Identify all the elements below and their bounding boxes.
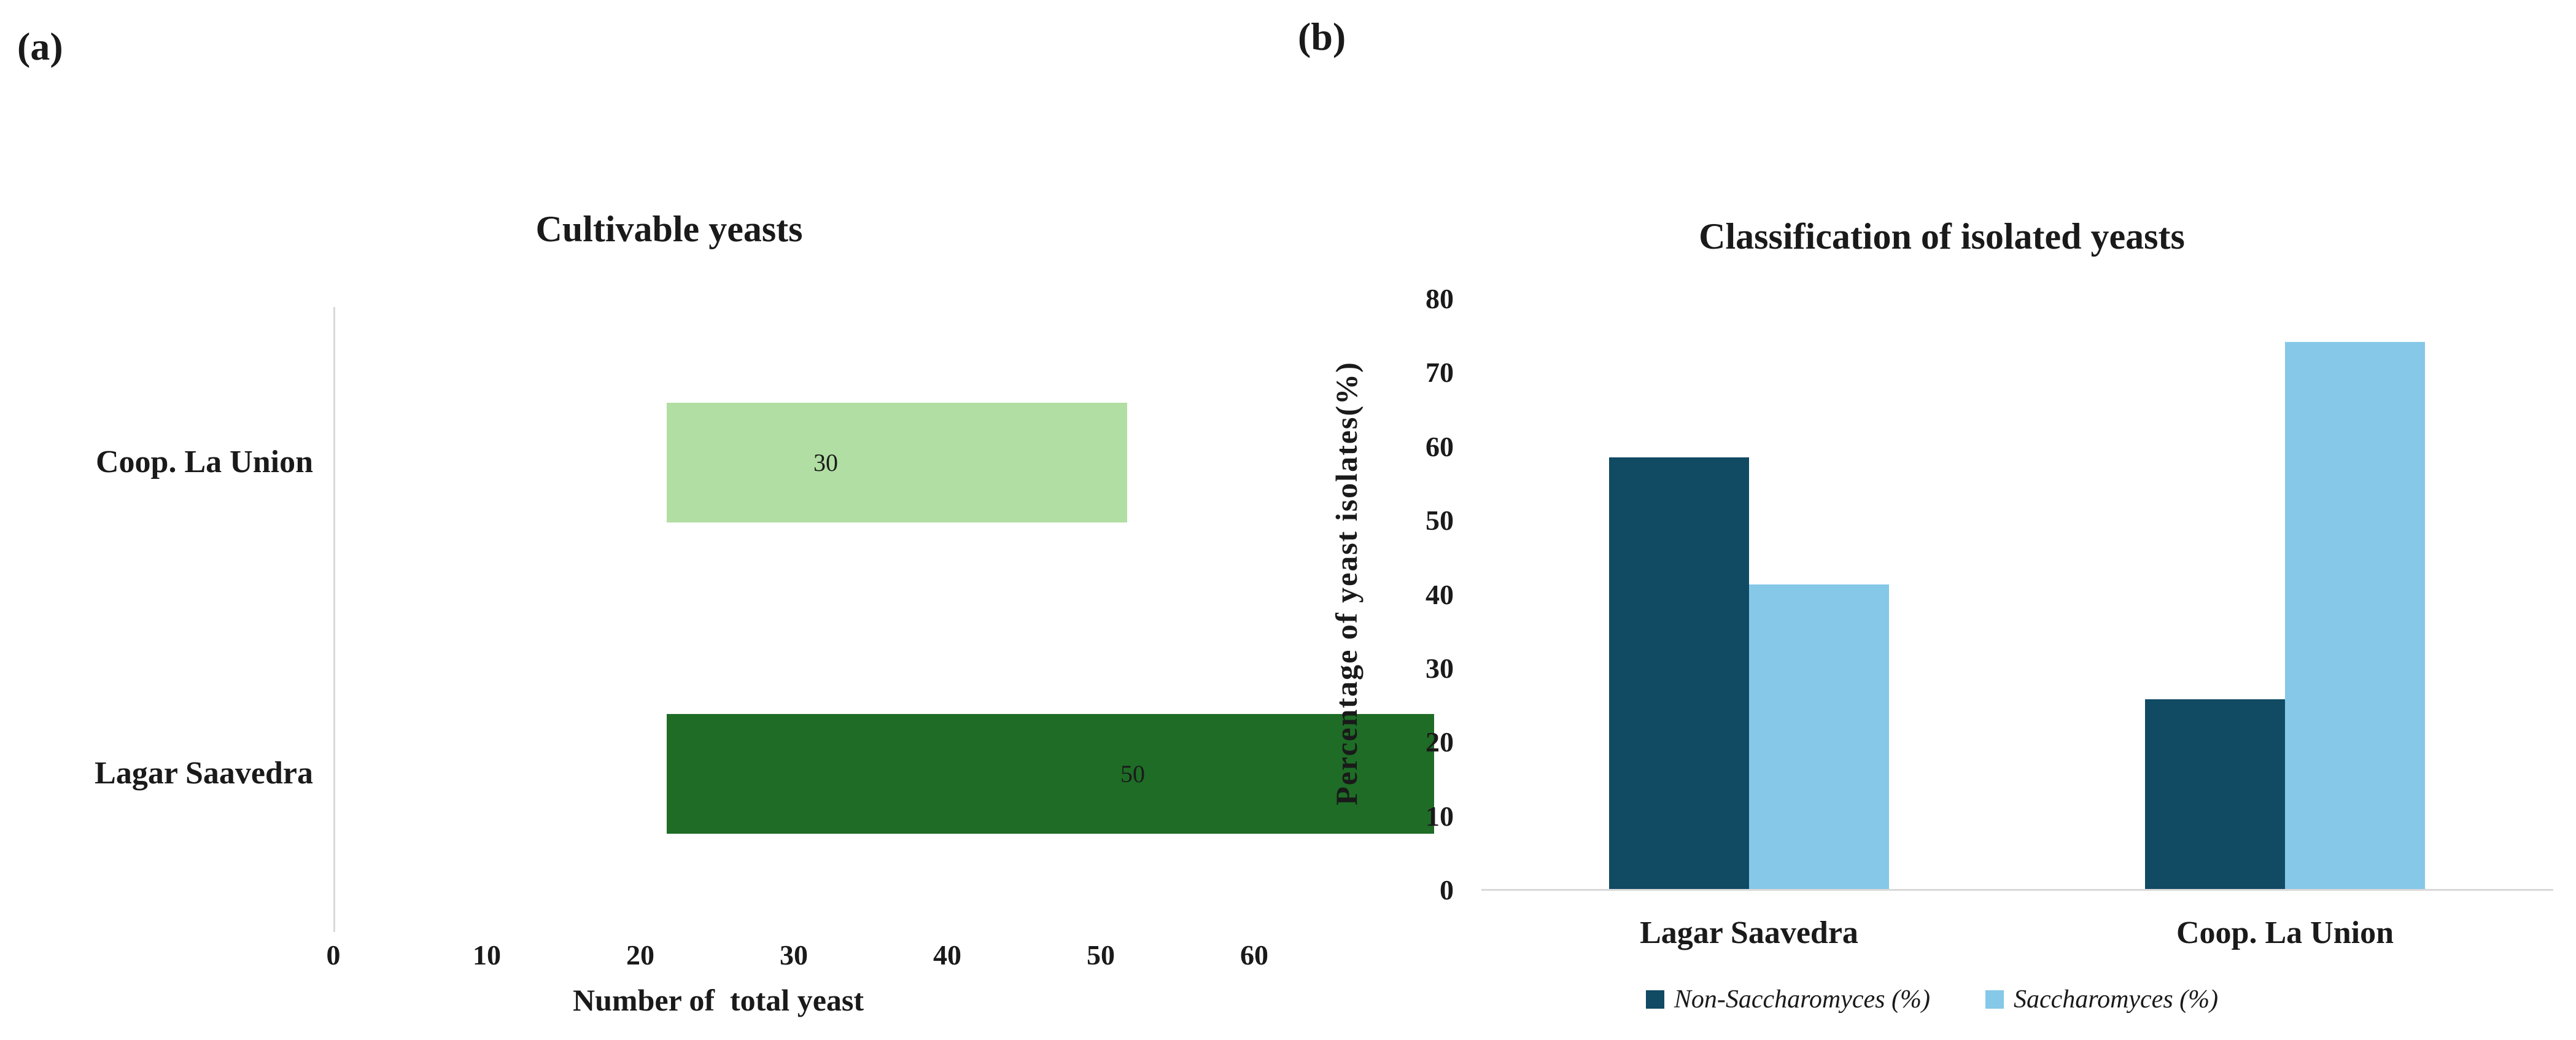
- chart-a-title: Cultivable yeasts: [535, 209, 803, 249]
- chart-a-x-tick-0: 0: [326, 939, 341, 971]
- bar-coop-la-union-saccharomyces-: [2285, 341, 2425, 890]
- chart-b-y-tick-40: 40: [1426, 578, 1454, 610]
- chart-a-x-tick-20: 20: [626, 939, 654, 971]
- bar-lagar-saavedra-non-saccharomyces-: [1609, 457, 1749, 890]
- bar-coop-la-union: [667, 403, 1127, 522]
- chart-b-y-tick-70: 70: [1426, 357, 1454, 389]
- legend-item-non-saccharomyces: Non-Saccharomyces (%): [1645, 984, 1930, 1015]
- bar-coop-la-union-non-saccharomyces-: [2145, 699, 2285, 890]
- chart-a-vertical-axis-line: [333, 307, 335, 932]
- chart-b-category-label-coop-la-union: Coop. La Union: [2176, 915, 2394, 950]
- bar-value-label-30: 30: [813, 449, 838, 476]
- chart-b-title: Classification of isolated yeasts: [1699, 216, 2185, 257]
- chart-b-y-tick-20: 20: [1426, 726, 1454, 758]
- chart-b-y-tick-10: 10: [1426, 800, 1454, 832]
- panel-a-cultivable-yeasts-chart: (a) Cultivable yeasts Coop. La Union Lag…: [0, 25, 1434, 1017]
- chart-b-legend: Non-Saccharomyces (%) Saccharomyces (%): [1288, 984, 2576, 1015]
- chart-b-y-tick-0: 0: [1440, 874, 1454, 906]
- bar-lagar-saavedra: [667, 714, 1434, 834]
- chart-a-category-label-lagar-saavedra: Lagar Saavedra: [95, 756, 313, 791]
- chart-a-category-label-coop-la-union: Coop. La Union: [96, 444, 313, 479]
- chart-b-baseline: [1481, 889, 2553, 891]
- chart-b-y-axis-label: Percentage of yeast isolates(%): [1329, 361, 1364, 805]
- chart-b-y-tick-60: 60: [1426, 430, 1454, 462]
- bar-lagar-saavedra-saccharomyces-: [1749, 584, 1889, 890]
- chart-a-x-tick-50: 50: [1087, 939, 1115, 971]
- panel-b-classification-chart: (b) Classification of isolated yeasts Pe…: [1288, 0, 2576, 1040]
- chart-b-y-tick-50: 50: [1426, 505, 1454, 537]
- chart-a-plot-area: [333, 307, 1434, 930]
- chart-b-category-label-lagar-saavedra: Lagar Saavedra: [1640, 915, 1858, 950]
- chart-a-x-axis-ticks: 0 10 20 30 40 50 60: [0, 938, 1288, 975]
- chart-a-x-tick-60: 60: [1240, 939, 1268, 971]
- legend-swatch-saccharomyces: [1985, 990, 2004, 1009]
- chart-a-x-axis-label: Number of total yeast: [573, 983, 864, 1017]
- bar-value-label-50: 50: [1120, 760, 1145, 788]
- panel-b-label: (b): [1298, 15, 1346, 58]
- legend-swatch-non-saccharomyces: [1645, 990, 1664, 1009]
- chart-a-x-tick-10: 10: [473, 939, 501, 971]
- legend-label-saccharomyces: Saccharomyces (%): [2014, 985, 2219, 1014]
- chart-a-x-tick-40: 40: [933, 939, 961, 971]
- chart-a-x-tick-30: 30: [780, 939, 808, 971]
- chart-b-y-tick-80: 80: [1426, 283, 1454, 314]
- chart-b-y-tick-30: 30: [1426, 652, 1454, 684]
- panel-a-label: (a): [17, 25, 63, 68]
- legend-item-saccharomyces: Saccharomyces (%): [1985, 984, 2218, 1015]
- legend-label-non-saccharomyces: Non-Saccharomyces (%): [1674, 985, 1930, 1014]
